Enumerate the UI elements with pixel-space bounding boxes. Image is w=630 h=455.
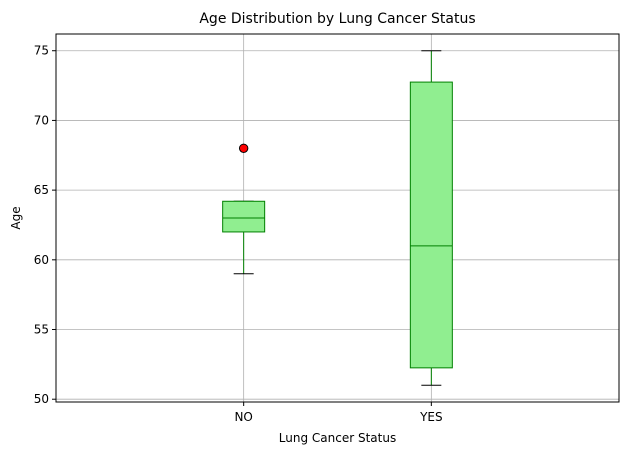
boxes [222, 50, 453, 386]
outlier-no-0 [238, 143, 249, 154]
x-tick-label-yes: YES [419, 410, 443, 424]
y-tick-label-55: 55 [34, 323, 49, 337]
ticks: 50 55 60 65 70 75 NO YES [34, 44, 443, 424]
box-group-no [222, 143, 266, 275]
box-yes [409, 81, 453, 369]
y-tick-label-70: 70 [34, 113, 49, 127]
y-axis-label: Age [9, 206, 23, 229]
chart-title: Age Distribution by Lung Cancer Status [199, 11, 475, 27]
plot-frame [55, 33, 620, 403]
grid [56, 34, 619, 402]
y-tick-label-75: 75 [34, 44, 49, 58]
x-tick-label-no: NO [234, 410, 252, 424]
y-tick-label-50: 50 [34, 392, 49, 406]
x-axis-label: Lung Cancer Status [279, 431, 396, 445]
box-no [222, 200, 266, 233]
y-tick-label-60: 60 [34, 253, 49, 267]
y-tick-label-65: 65 [34, 183, 49, 197]
box-group-yes [409, 50, 453, 386]
